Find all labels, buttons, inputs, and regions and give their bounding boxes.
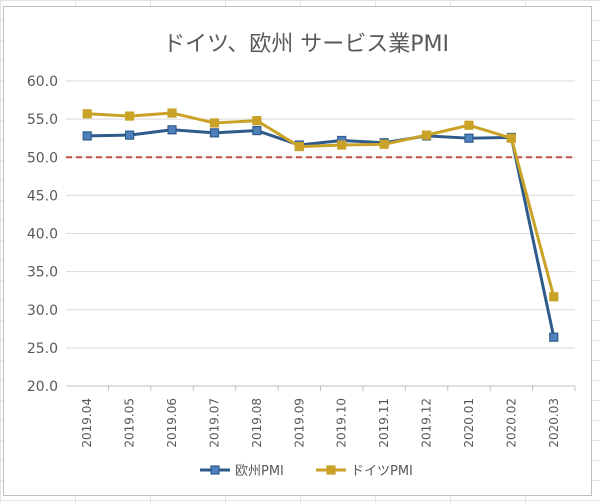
data-point xyxy=(549,292,559,302)
x-tick-label: 2019.05 xyxy=(123,398,137,448)
legend-label: 欧州PMI xyxy=(235,464,284,479)
data-point xyxy=(252,116,262,126)
y-tick-label: 20.0 xyxy=(27,379,58,395)
y-tick-label: 25.0 xyxy=(27,341,58,357)
data-point xyxy=(464,133,474,143)
series-germany xyxy=(82,108,559,302)
y-tick-label: 40.0 xyxy=(27,227,58,243)
data-point xyxy=(464,120,474,130)
line-chart: ドイツ、欧州 サービス業PMI 20.0 25.0 30.0 35.0 40.0 45.0… xyxy=(27,32,576,479)
chart-title: ドイツ、欧州 サービス業PMI xyxy=(163,32,449,57)
data-point xyxy=(125,111,135,121)
data-point xyxy=(379,139,389,149)
data-point xyxy=(549,332,559,342)
x-tick-label: 2019.11 xyxy=(377,398,391,448)
data-point xyxy=(82,131,92,141)
y-tick-label: 30.0 xyxy=(27,303,58,319)
data-point xyxy=(167,125,177,135)
legend-marker xyxy=(326,465,336,475)
chart-area[interactable]: ドイツ、欧州 サービス業PMI 20.0 25.0 30.0 35.0 40.0 45.0… xyxy=(3,6,592,496)
data-point xyxy=(209,128,220,138)
series-line xyxy=(87,128,556,338)
x-tick-label: 2020.01 xyxy=(462,398,476,448)
x-tick-label: 2019.12 xyxy=(420,398,434,448)
x-tick-label: 2019.10 xyxy=(335,398,349,448)
x-tick-label: 2019.07 xyxy=(207,398,221,448)
data-point xyxy=(82,109,92,119)
data-point xyxy=(294,141,304,152)
x-tick-label: 2020.02 xyxy=(504,398,518,448)
data-point xyxy=(252,125,262,136)
y-tick-label: 60.0 xyxy=(27,74,58,90)
data-point xyxy=(337,140,347,150)
series-line xyxy=(87,111,556,298)
gridlines xyxy=(66,80,575,387)
x-tick-label: 2019.04 xyxy=(80,398,94,448)
data-point xyxy=(125,130,135,140)
legend[interactable]: 欧州PMI ドイツPMI xyxy=(200,464,413,479)
x-tick-label: 2019.09 xyxy=(292,398,306,448)
x-tick-label: 2019.06 xyxy=(165,398,179,448)
y-tick-label: 45.0 xyxy=(27,188,58,204)
x-tick-label: 2019.08 xyxy=(250,398,264,448)
y-tick-label: 50.0 xyxy=(27,150,58,166)
data-point xyxy=(167,108,177,118)
x-tick-label: 2020.03 xyxy=(547,398,561,448)
legend-label: ドイツPMI xyxy=(351,464,413,479)
legend-marker xyxy=(210,465,220,475)
y-axis-ticks: 20.0 25.0 30.0 35.0 40.0 45.0 50.0 55.0 60.0 xyxy=(27,74,58,395)
y-tick-label: 55.0 xyxy=(27,112,58,128)
x-axis-ticks: 2019.04 2019.05 2019.06 2019.07 2019.08 2019.… xyxy=(80,386,576,448)
data-point xyxy=(421,130,432,140)
data-point xyxy=(209,118,220,128)
y-tick-label: 35.0 xyxy=(27,265,58,281)
data-point xyxy=(506,133,516,143)
series-group xyxy=(82,108,559,342)
